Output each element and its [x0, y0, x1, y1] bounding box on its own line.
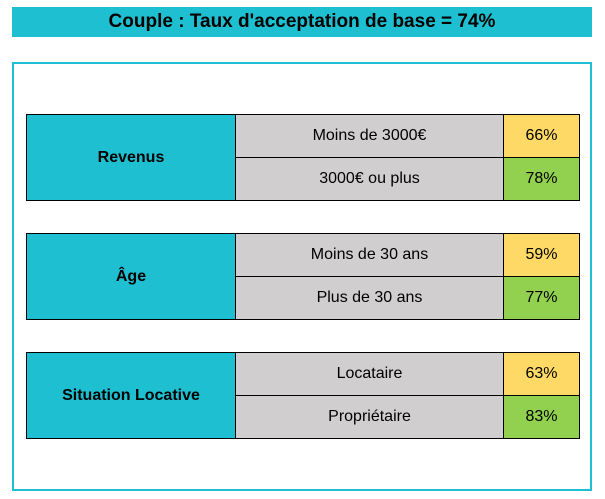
group-label: Revenus: [26, 114, 236, 201]
table-frame: [12, 62, 592, 491]
row-label: 3000€ ou plus: [235, 157, 504, 201]
rate-value: 77%: [503, 276, 580, 320]
row-label: Moins de 30 ans: [235, 233, 504, 277]
rate-value: 78%: [503, 157, 580, 201]
row-label: Plus de 30 ans: [235, 276, 504, 320]
rate-value: 63%: [503, 352, 580, 396]
rate-value: 83%: [503, 395, 580, 439]
row-label: Moins de 3000€: [235, 114, 504, 158]
rate-value: 66%: [503, 114, 580, 158]
group-label: Âge: [26, 233, 236, 320]
title-banner: Couple : Taux d'acceptation de base = 74…: [12, 7, 592, 37]
row-label: Propriétaire: [235, 395, 504, 439]
row-label: Locataire: [235, 352, 504, 396]
group-label: Situation Locative: [26, 352, 236, 439]
rate-value: 59%: [503, 233, 580, 277]
